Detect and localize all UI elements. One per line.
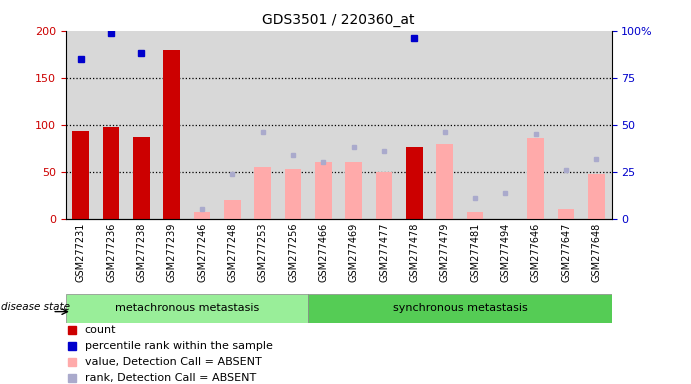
Text: GSM277239: GSM277239 [167,223,177,282]
Bar [339,31,369,219]
Text: synchronous metastasis: synchronous metastasis [392,303,527,313]
Text: GSM277253: GSM277253 [258,223,268,282]
Text: GSM277648: GSM277648 [591,223,601,282]
Bar [126,31,157,219]
Bar [399,31,430,219]
Bar [466,212,484,219]
Text: GSM277478: GSM277478 [409,223,419,282]
Text: GSM277246: GSM277246 [197,223,207,282]
Text: GSM277256: GSM277256 [288,223,298,282]
Bar [460,31,490,219]
Bar [96,31,126,219]
Bar [164,50,180,219]
Bar [103,127,120,219]
Text: GSM277248: GSM277248 [227,223,238,282]
Bar [430,31,460,219]
Bar [285,169,301,219]
Bar [376,172,392,219]
Text: GSM277481: GSM277481 [470,223,480,282]
Bar [73,131,89,219]
Bar [193,215,211,219]
Bar [308,31,339,219]
Text: GSM277466: GSM277466 [319,223,328,282]
Bar [193,212,211,219]
Bar [369,31,399,219]
Text: GSM277477: GSM277477 [379,223,389,282]
Text: GSM277469: GSM277469 [349,223,359,282]
Bar [217,31,247,219]
Title: GDS3501 / 220360_at: GDS3501 / 220360_at [263,13,415,27]
Bar [315,162,332,219]
Bar [308,294,612,323]
Bar [157,31,187,219]
Bar [527,138,544,219]
Text: count: count [85,325,116,335]
Text: GSM277238: GSM277238 [136,223,146,282]
Text: GSM277231: GSM277231 [76,223,86,282]
Bar [247,31,278,219]
Bar [551,31,581,219]
Text: GSM277494: GSM277494 [500,223,511,282]
Bar [406,147,423,219]
Text: metachronous metastasis: metachronous metastasis [115,303,259,313]
Bar [588,174,605,219]
Bar [187,31,217,219]
Bar [278,31,308,219]
Bar [520,31,551,219]
Bar [581,31,612,219]
Text: value, Detection Call = ABSENT: value, Detection Call = ABSENT [85,357,261,367]
Bar [133,137,150,219]
Bar [346,162,362,219]
Text: rank, Detection Call = ABSENT: rank, Detection Call = ABSENT [85,373,256,383]
Text: GSM277647: GSM277647 [561,223,571,282]
Bar [66,294,308,323]
Text: GSM277646: GSM277646 [531,223,541,282]
Text: disease state: disease state [1,302,70,312]
Text: GSM277236: GSM277236 [106,223,116,282]
Text: percentile rank within the sample: percentile rank within the sample [85,341,273,351]
Bar [224,200,240,219]
Bar [558,210,574,219]
Bar [437,144,453,219]
Text: GSM277479: GSM277479 [439,223,450,282]
Bar [490,31,520,219]
Bar [254,167,271,219]
Bar [66,31,96,219]
